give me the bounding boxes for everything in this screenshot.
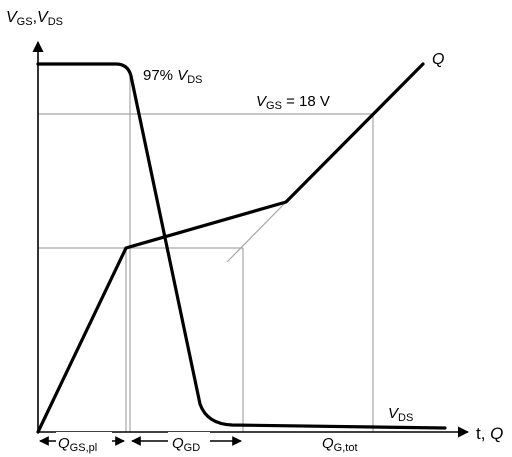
- q-gd-label: QGD: [172, 435, 200, 454]
- q-curve-label: Q: [432, 51, 444, 68]
- vds-curve: [36, 62, 447, 430]
- extrapolation-line: [226, 201, 287, 263]
- q-gs-pl-label-bg: [56, 432, 112, 454]
- helper-lines: [38, 72, 374, 432]
- vds-curve-label: VDS: [388, 405, 413, 424]
- vds-97-label: 97% VDS: [143, 67, 203, 86]
- q-gs-pl-label: QGS,pl: [58, 435, 97, 454]
- vgs-18v-label: VGS = 18 V: [256, 93, 330, 112]
- q-curve: [36, 62, 425, 434]
- y-axis-label: VGS,VDS: [6, 9, 63, 28]
- axes: [32, 40, 470, 438]
- q-gd-label-bg: [168, 432, 210, 454]
- x-axis-label: t, Q: [476, 424, 503, 443]
- q-g-tot-label: QG,tot: [322, 435, 358, 454]
